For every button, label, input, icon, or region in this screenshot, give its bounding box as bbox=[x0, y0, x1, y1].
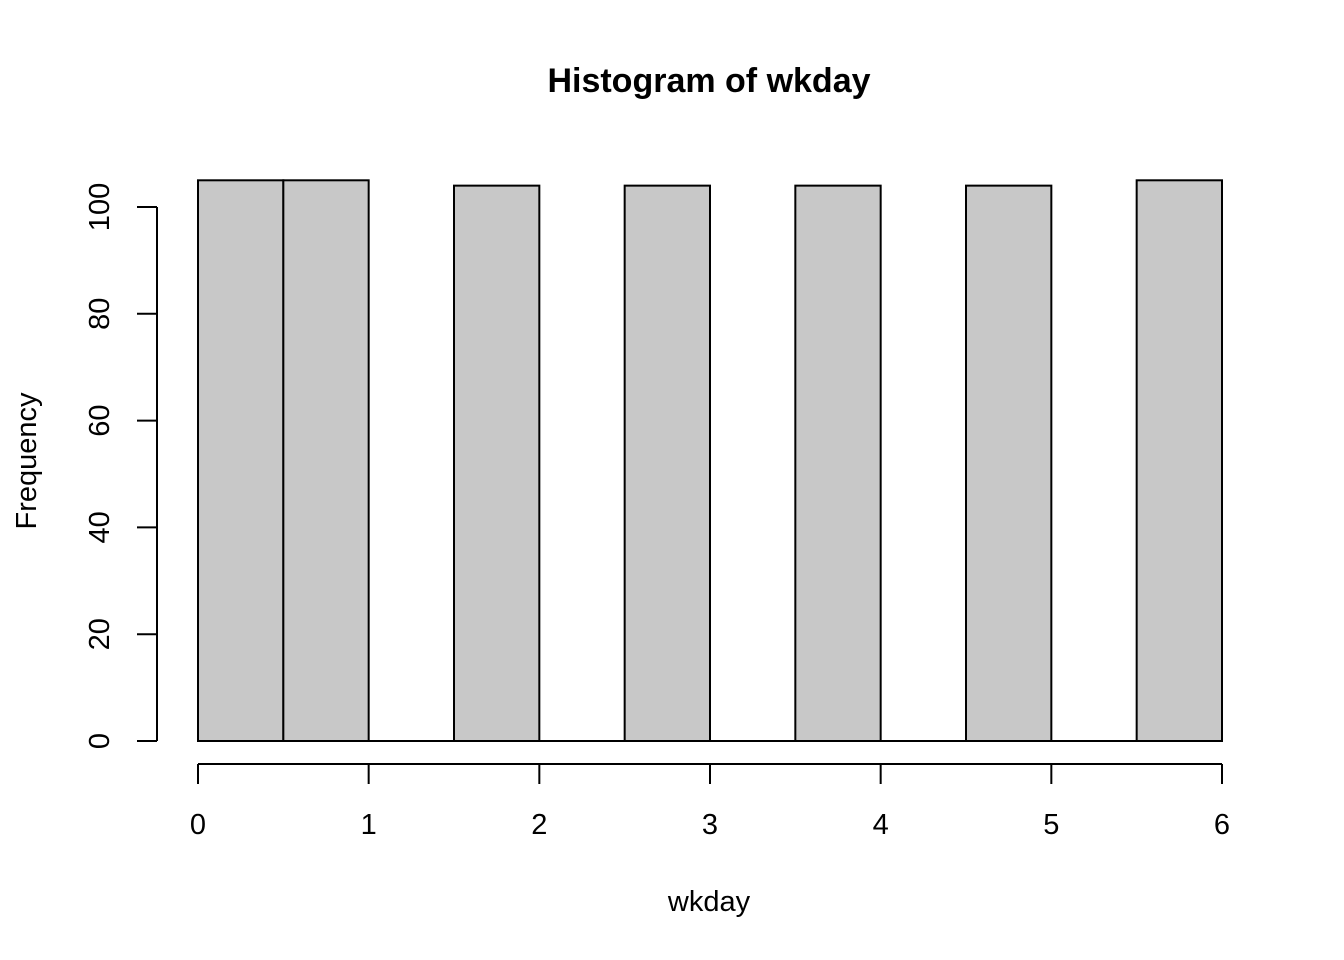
y-axis: 0 20 40 60 80 100 bbox=[84, 183, 158, 749]
histogram-bar-9 bbox=[965, 184, 1053, 742]
histogram-bar-0 bbox=[197, 179, 285, 743]
bars-group bbox=[197, 179, 1223, 743]
x-tick-label-5: 5 bbox=[1043, 809, 1059, 841]
histogram-bar-3 bbox=[453, 184, 541, 742]
x-axis-label: wkday bbox=[667, 886, 751, 918]
histogram-bar-11 bbox=[1135, 179, 1223, 743]
y-tick-label-5: 100 bbox=[84, 183, 116, 231]
y-tick-label-3: 60 bbox=[84, 404, 116, 436]
histogram-bar-5 bbox=[623, 184, 712, 742]
histogram-bar-7 bbox=[794, 184, 882, 742]
y-axis-label: Frequency bbox=[11, 392, 43, 530]
x-tick-label-3: 3 bbox=[702, 809, 718, 841]
y-tick-label-0: 0 bbox=[84, 733, 116, 749]
histogram-bar-1 bbox=[282, 179, 370, 743]
x-tick-label-0: 0 bbox=[190, 809, 206, 841]
y-tick-label-2: 40 bbox=[84, 511, 116, 543]
x-tick-label-6: 6 bbox=[1214, 809, 1230, 841]
y-tick-label-1: 20 bbox=[84, 618, 116, 650]
y-tick-label-4: 80 bbox=[84, 298, 116, 330]
x-tick-label-2: 2 bbox=[531, 809, 547, 841]
x-tick-label-4: 4 bbox=[873, 809, 889, 841]
x-tick-label-1: 1 bbox=[361, 809, 377, 841]
chart-title: Histogram of wkday bbox=[547, 62, 870, 100]
x-axis: 0 1 2 3 4 5 6 bbox=[190, 763, 1230, 841]
